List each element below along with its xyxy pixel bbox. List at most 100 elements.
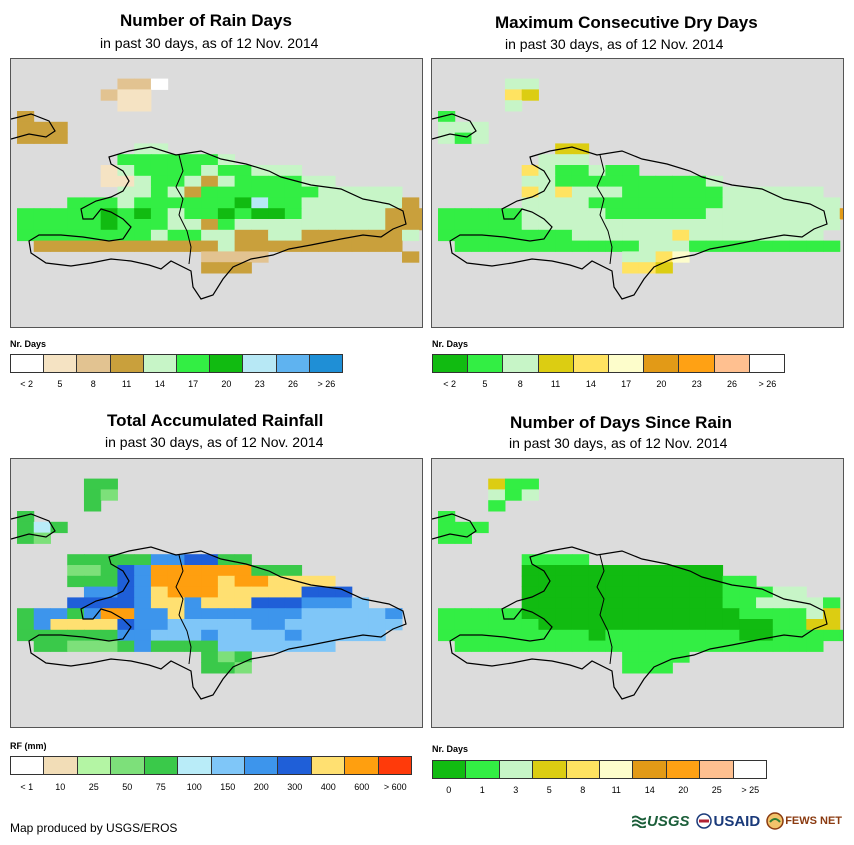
grid-cell: [672, 608, 690, 620]
grid-cell: [521, 608, 539, 620]
grid-cell: [521, 586, 539, 598]
grid-cell: [471, 219, 489, 231]
grid-cell: [689, 597, 707, 609]
grid-cell: [251, 240, 269, 252]
grid-cell: [454, 121, 472, 134]
grid-cell: [301, 619, 319, 631]
grid-cell: [201, 662, 219, 674]
grid-cell: [301, 608, 319, 620]
grid-cell: [234, 262, 252, 274]
grid-cell: [284, 586, 303, 598]
grid-cell: [318, 575, 336, 588]
grid-cell: [672, 186, 690, 198]
grid-cell: [454, 521, 472, 534]
grid-cell: [705, 565, 724, 577]
legend-label: 400: [320, 782, 336, 792]
grid-cell: [83, 219, 102, 231]
grid-cell: [184, 597, 202, 609]
grid-cell: [438, 511, 456, 523]
grid-cell: [739, 586, 757, 598]
dry-days-legend-title: Nr. Days: [432, 339, 469, 349]
grid-cell: [184, 608, 202, 620]
legend-swatch: [633, 761, 667, 778]
grid-cell: [268, 629, 286, 642]
grid-cell: [402, 251, 420, 263]
grid-cell: [622, 608, 640, 620]
grid-cell: [638, 262, 657, 274]
grid-cell: [117, 100, 135, 112]
grid-cell: [689, 219, 707, 231]
grid-cell: [605, 197, 623, 209]
grid-cell: [167, 597, 185, 609]
grid-cell: [284, 197, 303, 209]
grid-cell: [234, 640, 252, 652]
grid-cell: [756, 197, 774, 209]
grid-cell: [638, 240, 657, 252]
grid-cell: [268, 565, 286, 577]
grid-cell: [100, 575, 118, 588]
legend-swatch: [644, 355, 680, 372]
grid-cell: [368, 197, 386, 209]
grid-cell: [588, 197, 606, 209]
grid-cell: [538, 219, 556, 231]
grid-cell: [689, 619, 707, 631]
grid-cell: [217, 640, 236, 652]
grid-cell: [655, 586, 673, 598]
legend-label: 14: [154, 379, 165, 389]
legend-label: 0: [446, 785, 452, 795]
grid-cell: [605, 175, 623, 188]
grid-cell: [67, 597, 85, 609]
grid-cell: [588, 186, 606, 198]
grid-cell: [756, 219, 774, 231]
grid-cell: [806, 597, 824, 609]
grid-cell: [756, 619, 774, 631]
grid-cell: [134, 154, 152, 166]
grid-cell: [504, 478, 523, 490]
grid-cell: [67, 619, 85, 631]
grid-cell: [672, 197, 690, 209]
grid-cell: [571, 629, 590, 642]
grid-cell: [622, 208, 640, 220]
grid-cell: [201, 229, 219, 242]
grid-cell: [622, 219, 640, 231]
grid-cell: [705, 586, 724, 598]
grid-cell: [184, 575, 202, 588]
grid-cell: [201, 619, 219, 631]
grid-cell: [655, 219, 673, 231]
grid-cell: [100, 608, 118, 620]
grid-cell: [167, 565, 185, 577]
grid-cell: [217, 229, 236, 242]
grid-cell: [50, 121, 68, 134]
grid-cell: [201, 154, 219, 166]
grid-cell: [655, 629, 673, 642]
grid-cell: [201, 629, 219, 642]
grid-cell: [167, 219, 185, 231]
grid-cell: [234, 229, 252, 242]
grid-cell: [722, 229, 740, 242]
legend-swatch: [211, 757, 245, 774]
grid-cell: [588, 640, 606, 652]
grid-cell: [655, 651, 673, 663]
grid-cell: [251, 619, 269, 631]
grid-cell: [622, 240, 640, 252]
grid-cell: [351, 208, 370, 220]
grid-cell: [33, 219, 51, 231]
grid-cell: [167, 175, 185, 188]
grid-cell: [284, 565, 303, 577]
grid-cell: [201, 165, 219, 177]
grid-cell: [756, 597, 774, 609]
grid-cell: [234, 662, 252, 674]
grid-cell: [638, 229, 657, 242]
legend-label: 20: [656, 379, 667, 389]
grid-cell: [368, 240, 386, 252]
grid-cell: [823, 208, 841, 220]
grid-cell: [134, 186, 152, 198]
grid-cell: [689, 575, 707, 588]
grid-cell: [555, 219, 573, 231]
grid-cell: [605, 229, 623, 242]
grid-cell: [318, 619, 336, 631]
grid-cell: [571, 197, 590, 209]
rain-days-grid: [11, 78, 422, 300]
grid-cell: [301, 240, 319, 252]
grid-cell: [335, 197, 353, 209]
